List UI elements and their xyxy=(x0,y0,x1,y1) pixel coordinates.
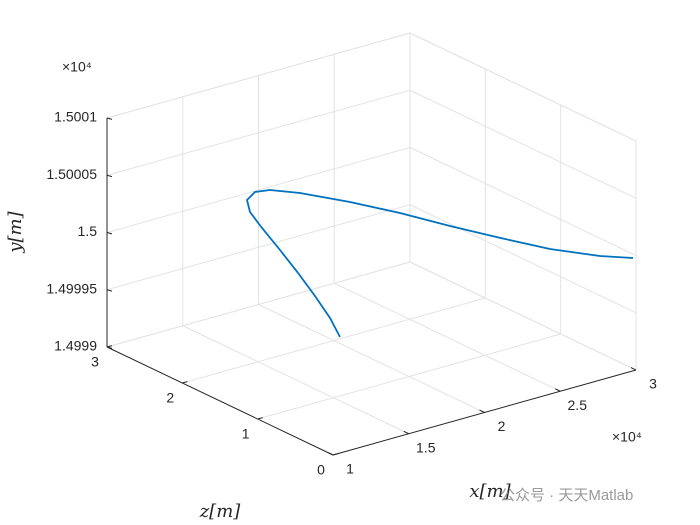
grid-line xyxy=(334,282,561,392)
y-axis-label: y[m] xyxy=(5,210,26,253)
z-tick xyxy=(182,381,188,384)
y-tick xyxy=(106,289,113,292)
z-tick xyxy=(257,417,263,420)
grid-line xyxy=(106,261,411,348)
grid-line xyxy=(257,333,561,420)
z-tick-label: 1 xyxy=(242,426,250,442)
z-tick-label: 3 xyxy=(91,354,99,370)
x-tick xyxy=(403,430,409,435)
x-tick xyxy=(555,388,561,392)
x-tick xyxy=(630,367,637,371)
grid-line xyxy=(409,204,637,314)
grid-line xyxy=(409,261,637,371)
grid-line xyxy=(182,325,409,435)
x-tick-label: 1 xyxy=(346,461,354,477)
grid-line xyxy=(182,297,486,384)
y-tick-label: 1.5 xyxy=(78,223,98,239)
y-tick-label: 1.49995 xyxy=(46,280,97,296)
y-exponent: ×10⁴ xyxy=(62,59,92,75)
x-tick xyxy=(327,452,334,456)
y-tick-label: 1.50005 xyxy=(46,166,97,182)
y-tick xyxy=(106,117,113,120)
x-tick-label: 2 xyxy=(498,418,506,434)
y-tick xyxy=(106,346,113,349)
y-tick xyxy=(106,232,113,235)
grid-line xyxy=(409,32,637,142)
z-tick-label: 2 xyxy=(166,390,174,406)
data-line xyxy=(246,189,634,338)
x-tick-label: 3 xyxy=(649,376,657,392)
z-axis-label: z[m] xyxy=(199,501,242,522)
grid-line xyxy=(106,204,411,291)
y-tick-label: 1.5001 xyxy=(54,109,97,125)
x-exponent: ×10⁴ xyxy=(612,429,642,445)
z-axis xyxy=(106,346,334,456)
x-axis-label: x[m] xyxy=(469,481,511,502)
x-tick-label: 1.5 xyxy=(416,439,436,455)
x-tick-label: 2.5 xyxy=(568,397,588,413)
grid-line xyxy=(106,147,411,233)
y-tick-label: 1.4999 xyxy=(54,338,97,354)
grid-line xyxy=(106,32,411,119)
x-tick xyxy=(479,409,485,413)
y-tick xyxy=(106,174,113,178)
grid-line xyxy=(258,304,485,413)
watermark: 公众号 · 天天Matlab xyxy=(500,487,633,504)
z-tick-label: 0 xyxy=(317,462,325,478)
grid-line xyxy=(409,89,637,199)
grid-line xyxy=(409,147,637,256)
grid-line xyxy=(106,89,411,176)
z-tick xyxy=(332,453,339,456)
